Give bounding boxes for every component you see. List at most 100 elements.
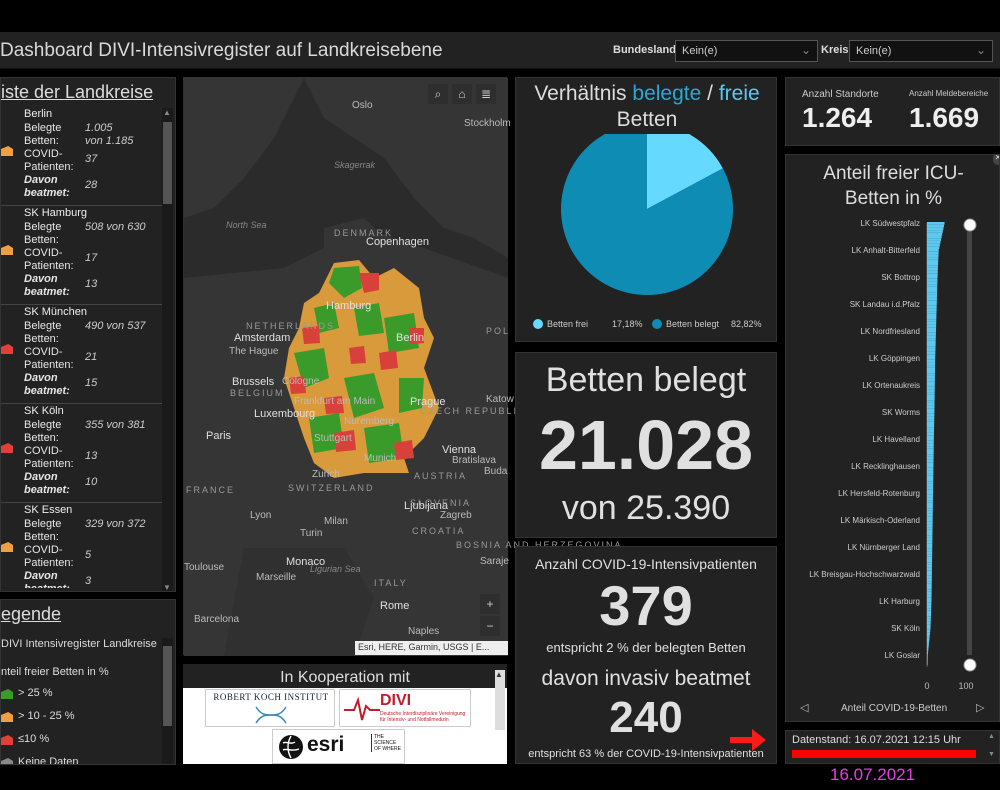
bar-fill[interactable] [927,454,934,457]
bar-fill[interactable] [927,483,934,487]
coop-scrollbar[interactable]: ▲ [495,670,505,730]
bar-fill[interactable] [927,478,934,482]
bar[interactable] [927,303,937,306]
bar[interactable] [927,384,935,387]
bar[interactable] [927,438,934,441]
bar-fill[interactable] [927,232,943,236]
scroll-down-icon[interactable]: ▼ [988,751,995,758]
bar-fill[interactable] [927,265,938,268]
bar-fill[interactable] [927,429,935,433]
bar-fill[interactable] [927,645,929,649]
bar-fill[interactable] [927,651,929,654]
bar-fill[interactable] [927,635,930,638]
bar-fill[interactable] [927,273,938,276]
bar[interactable] [927,357,936,360]
bar-fill[interactable] [927,316,937,320]
bar-fill[interactable] [927,524,933,528]
bar-fill[interactable] [927,278,938,282]
map-view[interactable]: Oslo Stockholm Skagerrak North Sea DENMARK Co… [183,77,621,656]
bar-fill[interactable] [927,510,933,514]
bar-fill[interactable] [927,448,934,452]
bar-fill[interactable] [927,605,932,609]
list-item[interactable]: SK München Belegte Betten: COVID- Patienten:… [1,304,163,404]
bar-fill[interactable] [927,321,937,325]
bar-fill[interactable] [927,343,936,347]
bar-fill[interactable] [927,338,936,341]
bar-fill[interactable] [927,618,931,622]
bar-fill[interactable] [927,346,936,349]
bar-fill[interactable] [927,475,934,479]
range-handle-top[interactable] [963,218,977,232]
bar-fill[interactable] [927,289,938,293]
bar-fill[interactable] [927,456,934,460]
bar-fill[interactable] [927,354,936,357]
bar-fill[interactable] [927,359,936,363]
pie-chart[interactable] [516,134,777,314]
bar-fill[interactable] [927,267,938,271]
bar-fill[interactable] [927,351,936,355]
bar-fill[interactable] [927,473,934,476]
scroll-up-icon[interactable]: ▲ [495,670,503,679]
bar-fill[interactable] [927,570,932,573]
bar-fill[interactable] [927,421,935,425]
bar-fill[interactable] [927,559,933,563]
bar-fill[interactable] [927,324,937,328]
zoom-out-button[interactable]: − [480,616,500,636]
list-item[interactable]: SK Essen Belegte Betten: COVID- Patienten: Da… [1,502,163,588]
list-scroll-thumb[interactable] [163,122,172,204]
scroll-up-icon[interactable]: ▲ [988,733,995,740]
bar-fill[interactable] [927,389,935,393]
bar-fill[interactable] [927,613,931,617]
map-canvas[interactable] [184,78,508,656]
bar-fill[interactable] [927,648,929,652]
bar-fill[interactable] [927,405,935,409]
bar-fill[interactable] [927,224,944,228]
bar-fill[interactable] [927,662,928,665]
bar-fill[interactable] [927,362,936,366]
bar-fill[interactable] [927,400,935,403]
bar-fill[interactable] [927,443,934,447]
bar-fill[interactable] [927,589,932,592]
bar[interactable] [927,276,938,279]
bar-fill[interactable] [927,348,936,352]
bar-chart[interactable]: LK Südwestpfalz LK Anhalt-Bitterfeld SK Bo… [786,215,1000,695]
bar-fill[interactable] [927,540,933,544]
bar-fill[interactable] [927,311,937,314]
pie-slice-free[interactable] [647,134,723,209]
bar-fill[interactable] [927,335,936,339]
bar-fill[interactable] [927,432,934,436]
bar-fill[interactable] [927,308,937,312]
bar-fill[interactable] [927,597,932,600]
bar[interactable] [927,573,932,576]
pie-slice-used[interactable] [561,134,733,295]
bar-fill[interactable] [927,246,940,249]
bar-fill[interactable] [927,238,942,241]
bar-fill[interactable] [927,556,933,560]
bar-fill[interactable] [927,624,931,627]
bar-fill[interactable] [927,297,937,301]
bar-fill[interactable] [927,637,930,641]
bar-fill[interactable] [927,392,935,395]
scroll-down-icon[interactable]: ▼ [163,583,171,592]
bar-chart-range-track[interactable] [967,223,972,655]
bar-fill[interactable] [927,435,934,438]
bar-fill[interactable] [927,640,930,644]
bar-fill[interactable] [927,532,933,536]
bar-fill[interactable] [927,319,937,322]
list-item[interactable]: SK Hamburg Belegte Betten: COVID- Patienten:… [1,205,163,305]
bar-fill[interactable] [927,659,928,663]
bar-fill[interactable] [927,227,944,231]
bar-fill[interactable] [927,451,934,455]
bar-fill[interactable] [927,300,937,303]
search-icon[interactable]: ⌕ [428,84,448,104]
bar-fill[interactable] [927,378,935,382]
bar-fill[interactable] [927,462,934,465]
chevron-right-icon[interactable]: ▷ [976,702,985,714]
bar-fill[interactable] [927,394,935,398]
bar-fill[interactable] [927,527,933,530]
bar-fill[interactable] [927,340,936,344]
bar-fill[interactable] [927,440,934,444]
bar[interactable] [927,627,931,630]
bar-fill[interactable] [927,413,935,417]
bar-fill[interactable] [927,230,943,233]
